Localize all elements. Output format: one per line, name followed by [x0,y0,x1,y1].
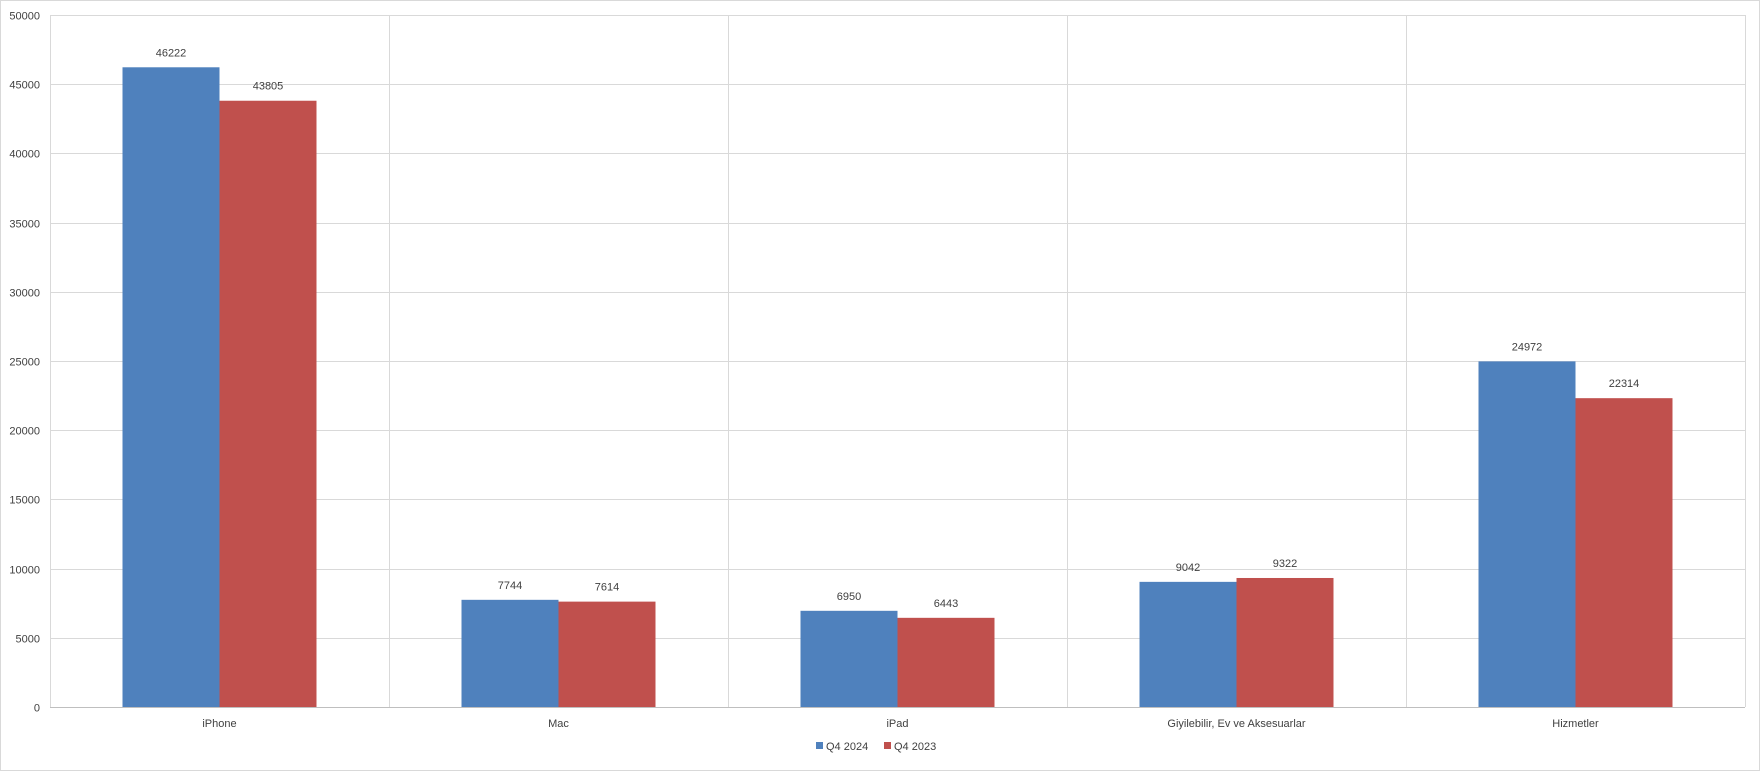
data-label: 43805 [253,81,284,93]
legend-swatch [884,742,891,749]
y-tick-label: 5000 [16,634,40,646]
bar-q4-2023 [558,601,656,707]
x-tick-label: iPhone [202,718,236,730]
y-tick-label: 45000 [9,80,40,92]
legend-item: Q4 2023 [884,741,936,753]
y-axis-ticks: 0 5000 10000 15000 20000 25000 30000 35000 40000… [9,11,40,715]
bar-q4-2024 [1139,581,1237,707]
legend-swatch [816,742,823,749]
x-tick-label: Mac [548,718,569,730]
data-label: 6950 [837,591,861,603]
x-tick-label: iPad [886,718,908,730]
data-label: 24972 [1512,341,1543,353]
legend-label: Q4 2024 [826,741,868,753]
data-label: 6443 [934,598,958,610]
y-tick-label: 35000 [9,219,40,231]
data-labels: 46222 43805 7744 7614 6950 6443 9042 9322 24972 2… [156,47,1640,610]
x-tick-label: Giyilebilir, Ev ve Aksesuarlar [1167,718,1305,730]
bar-q4-2024 [800,610,898,707]
y-tick-label: 20000 [9,426,40,438]
legend-label: Q4 2023 [894,741,936,753]
bar-q4-2024 [1478,361,1576,707]
data-label: 22314 [1609,378,1640,390]
bar-q4-2023 [1575,398,1673,707]
y-tick-label: 25000 [9,357,40,369]
x-axis-ticks: iPhone Mac iPad Giyilebilir, Ev ve Aksesuar… [202,718,1599,730]
y-tick-label: 0 [34,703,40,715]
data-label: 46222 [156,47,187,59]
y-tick-label: 50000 [9,11,40,23]
y-tick-label: 30000 [9,288,40,300]
data-label: 7744 [498,580,522,592]
y-tick-label: 10000 [9,565,40,577]
data-label: 9042 [1176,562,1200,574]
legend: Q4 2024 Q4 2023 [816,741,936,753]
bars [122,67,1673,708]
data-label: 9322 [1273,558,1297,570]
legend-item: Q4 2024 [816,741,868,753]
bar-q4-2023 [219,100,317,708]
x-tick-label: Hizmetler [1552,718,1599,730]
bar-q4-2023 [1236,577,1334,707]
y-tick-label: 15000 [9,495,40,507]
bar-q4-2024 [461,599,559,707]
data-label: 7614 [595,582,619,594]
gridlines [50,15,1746,708]
bar-q4-2023 [897,617,995,707]
y-tick-label: 40000 [9,149,40,161]
bar-q4-2024 [122,67,220,707]
